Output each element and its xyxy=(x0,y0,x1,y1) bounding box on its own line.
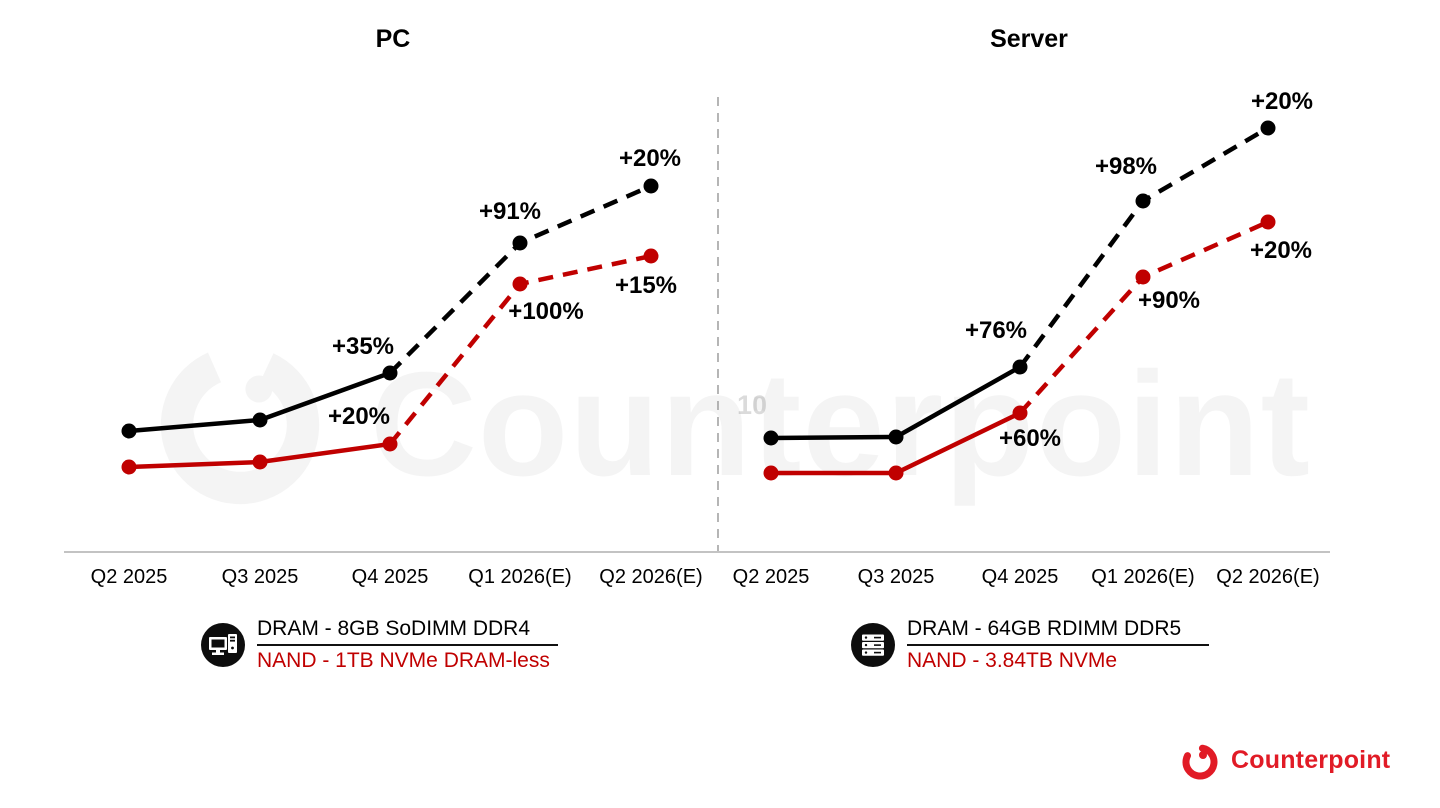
data-point xyxy=(763,430,779,446)
point-label: +20% xyxy=(618,145,682,172)
data-point xyxy=(888,429,904,445)
data-point xyxy=(121,459,137,475)
data-point xyxy=(1012,359,1028,375)
desktop-pc-icon xyxy=(200,622,246,668)
data-point xyxy=(252,454,268,470)
x-axis-label: Q1 2026(E) xyxy=(1091,566,1195,588)
point-label: +35% xyxy=(331,333,395,360)
data-point xyxy=(121,423,137,439)
x-axis-label: Q3 2025 xyxy=(221,566,299,588)
legend-dram-label: DRAM - 64GB RDIMM DDR5 xyxy=(907,617,1210,646)
panel-title-pc: PC xyxy=(375,25,411,53)
counterpoint-logo: Counterpoint xyxy=(1178,738,1390,782)
data-point xyxy=(643,178,659,194)
data-point xyxy=(1260,214,1276,230)
data-point xyxy=(1012,405,1028,421)
point-label: +20% xyxy=(327,403,391,430)
point-label: +90% xyxy=(1137,287,1201,314)
x-axis-label: Q3 2025 xyxy=(857,566,935,588)
point-label: +98% xyxy=(1094,153,1158,180)
x-axis-label: Q2 2025 xyxy=(90,566,168,588)
point-label: +60% xyxy=(998,425,1062,452)
x-axis-label: Q2 2026(E) xyxy=(1216,566,1320,588)
x-axis-label: Q2 2025 xyxy=(732,566,810,588)
data-point xyxy=(1135,193,1151,209)
data-point xyxy=(643,248,659,264)
counterpoint-logo-icon xyxy=(1182,744,1218,780)
x-axis-label: Q1 2026(E) xyxy=(468,566,572,588)
panel-title-server: Server xyxy=(990,25,1068,53)
data-point xyxy=(512,276,528,292)
x-axis-label: Q4 2025 xyxy=(351,566,429,588)
point-label: +91% xyxy=(478,198,542,225)
point-label: +20% xyxy=(1250,88,1314,115)
point-label: +20% xyxy=(1249,237,1313,264)
legend-pc: DRAM - 8GB SoDIMM DDR4 NAND - 1TB NVMe D… xyxy=(200,617,559,672)
point-label: +76% xyxy=(964,317,1028,344)
legend-nand-label: NAND - 1TB NVMe DRAM-less xyxy=(257,648,550,672)
x-axis-label: Q2 2026(E) xyxy=(599,566,703,588)
legend-server: DRAM - 64GB RDIMM DDR5 NAND - 3.84TB NVM… xyxy=(850,617,1210,672)
data-point xyxy=(382,365,398,381)
data-point xyxy=(252,412,268,428)
data-point xyxy=(1260,120,1276,136)
series-line-actual xyxy=(770,365,1022,441)
data-point xyxy=(763,465,779,481)
point-label: +15% xyxy=(614,272,678,299)
server-rack-icon xyxy=(850,622,896,668)
data-point xyxy=(382,436,398,452)
counterpoint-logo-text: Counterpoint xyxy=(1231,745,1391,774)
data-point xyxy=(888,465,904,481)
legend-nand-label: NAND - 3.84TB NVMe xyxy=(907,648,1118,672)
legend-dram-label: DRAM - 8GB SoDIMM DDR4 xyxy=(257,617,559,646)
data-point xyxy=(512,235,528,251)
x-axis-label: Q4 2025 xyxy=(981,566,1059,588)
point-label: +100% xyxy=(508,298,584,325)
data-point xyxy=(1135,269,1151,285)
